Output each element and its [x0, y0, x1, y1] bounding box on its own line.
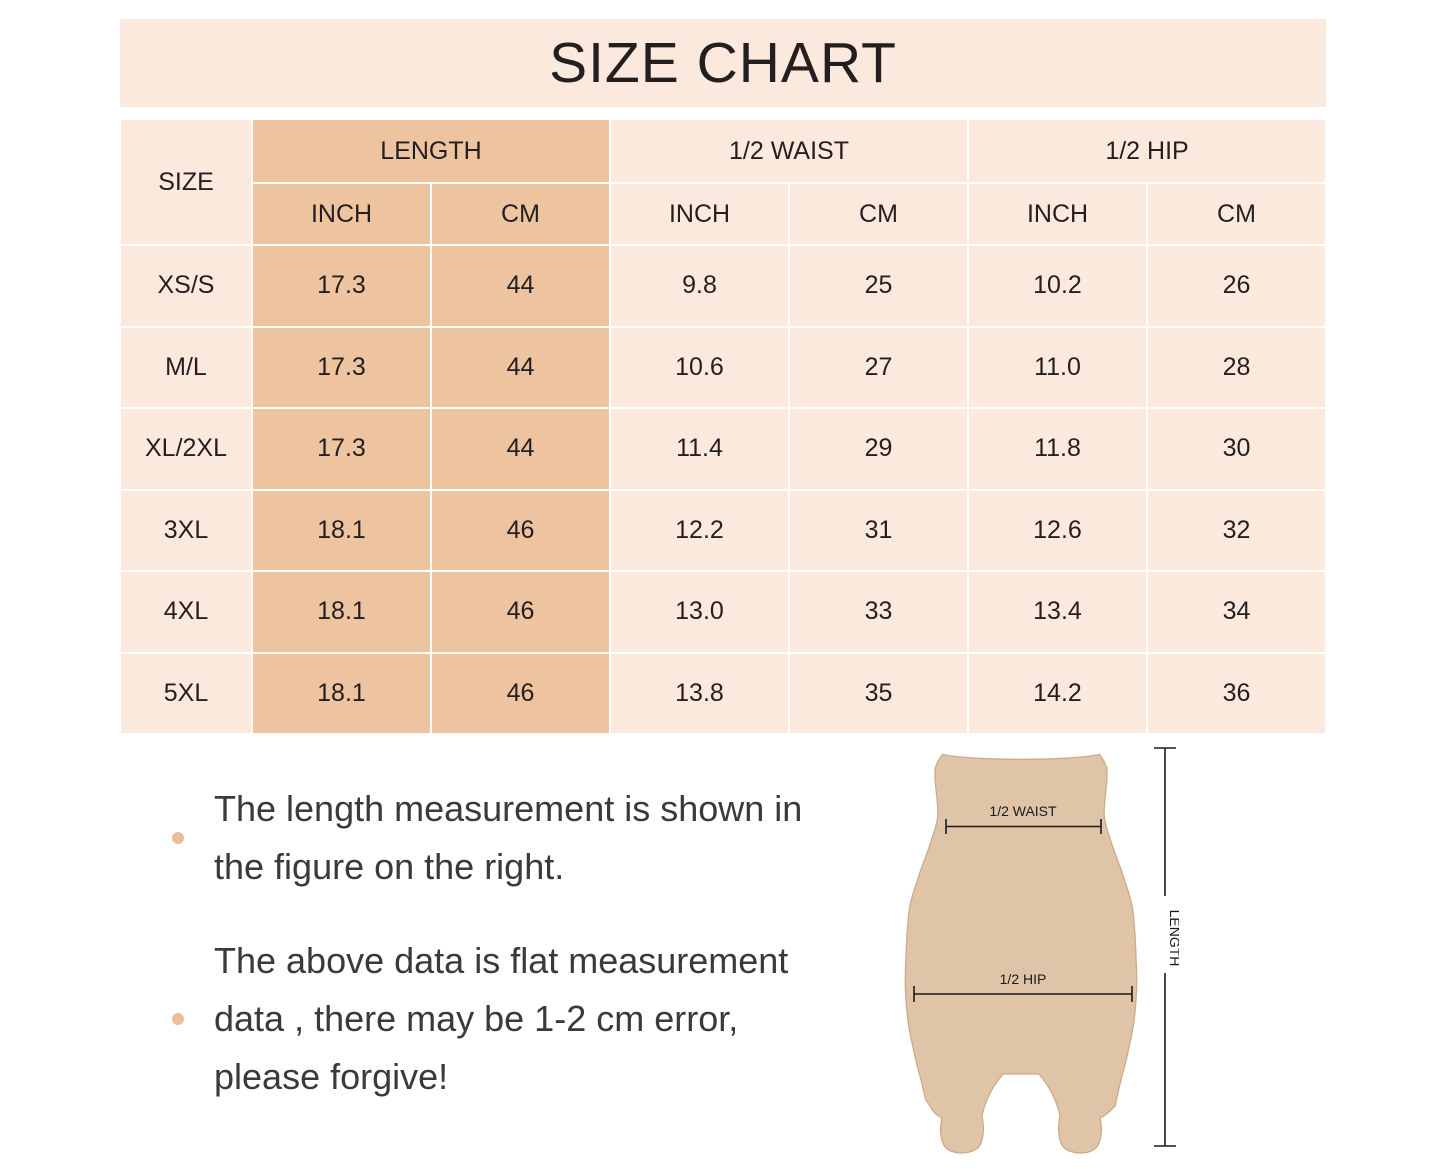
svg-text:LENGTH: LENGTH [1167, 910, 1179, 967]
svg-text:1/2 WAIST: 1/2 WAIST [989, 803, 1057, 819]
svg-text:1/2 HIP: 1/2 HIP [1000, 971, 1047, 987]
